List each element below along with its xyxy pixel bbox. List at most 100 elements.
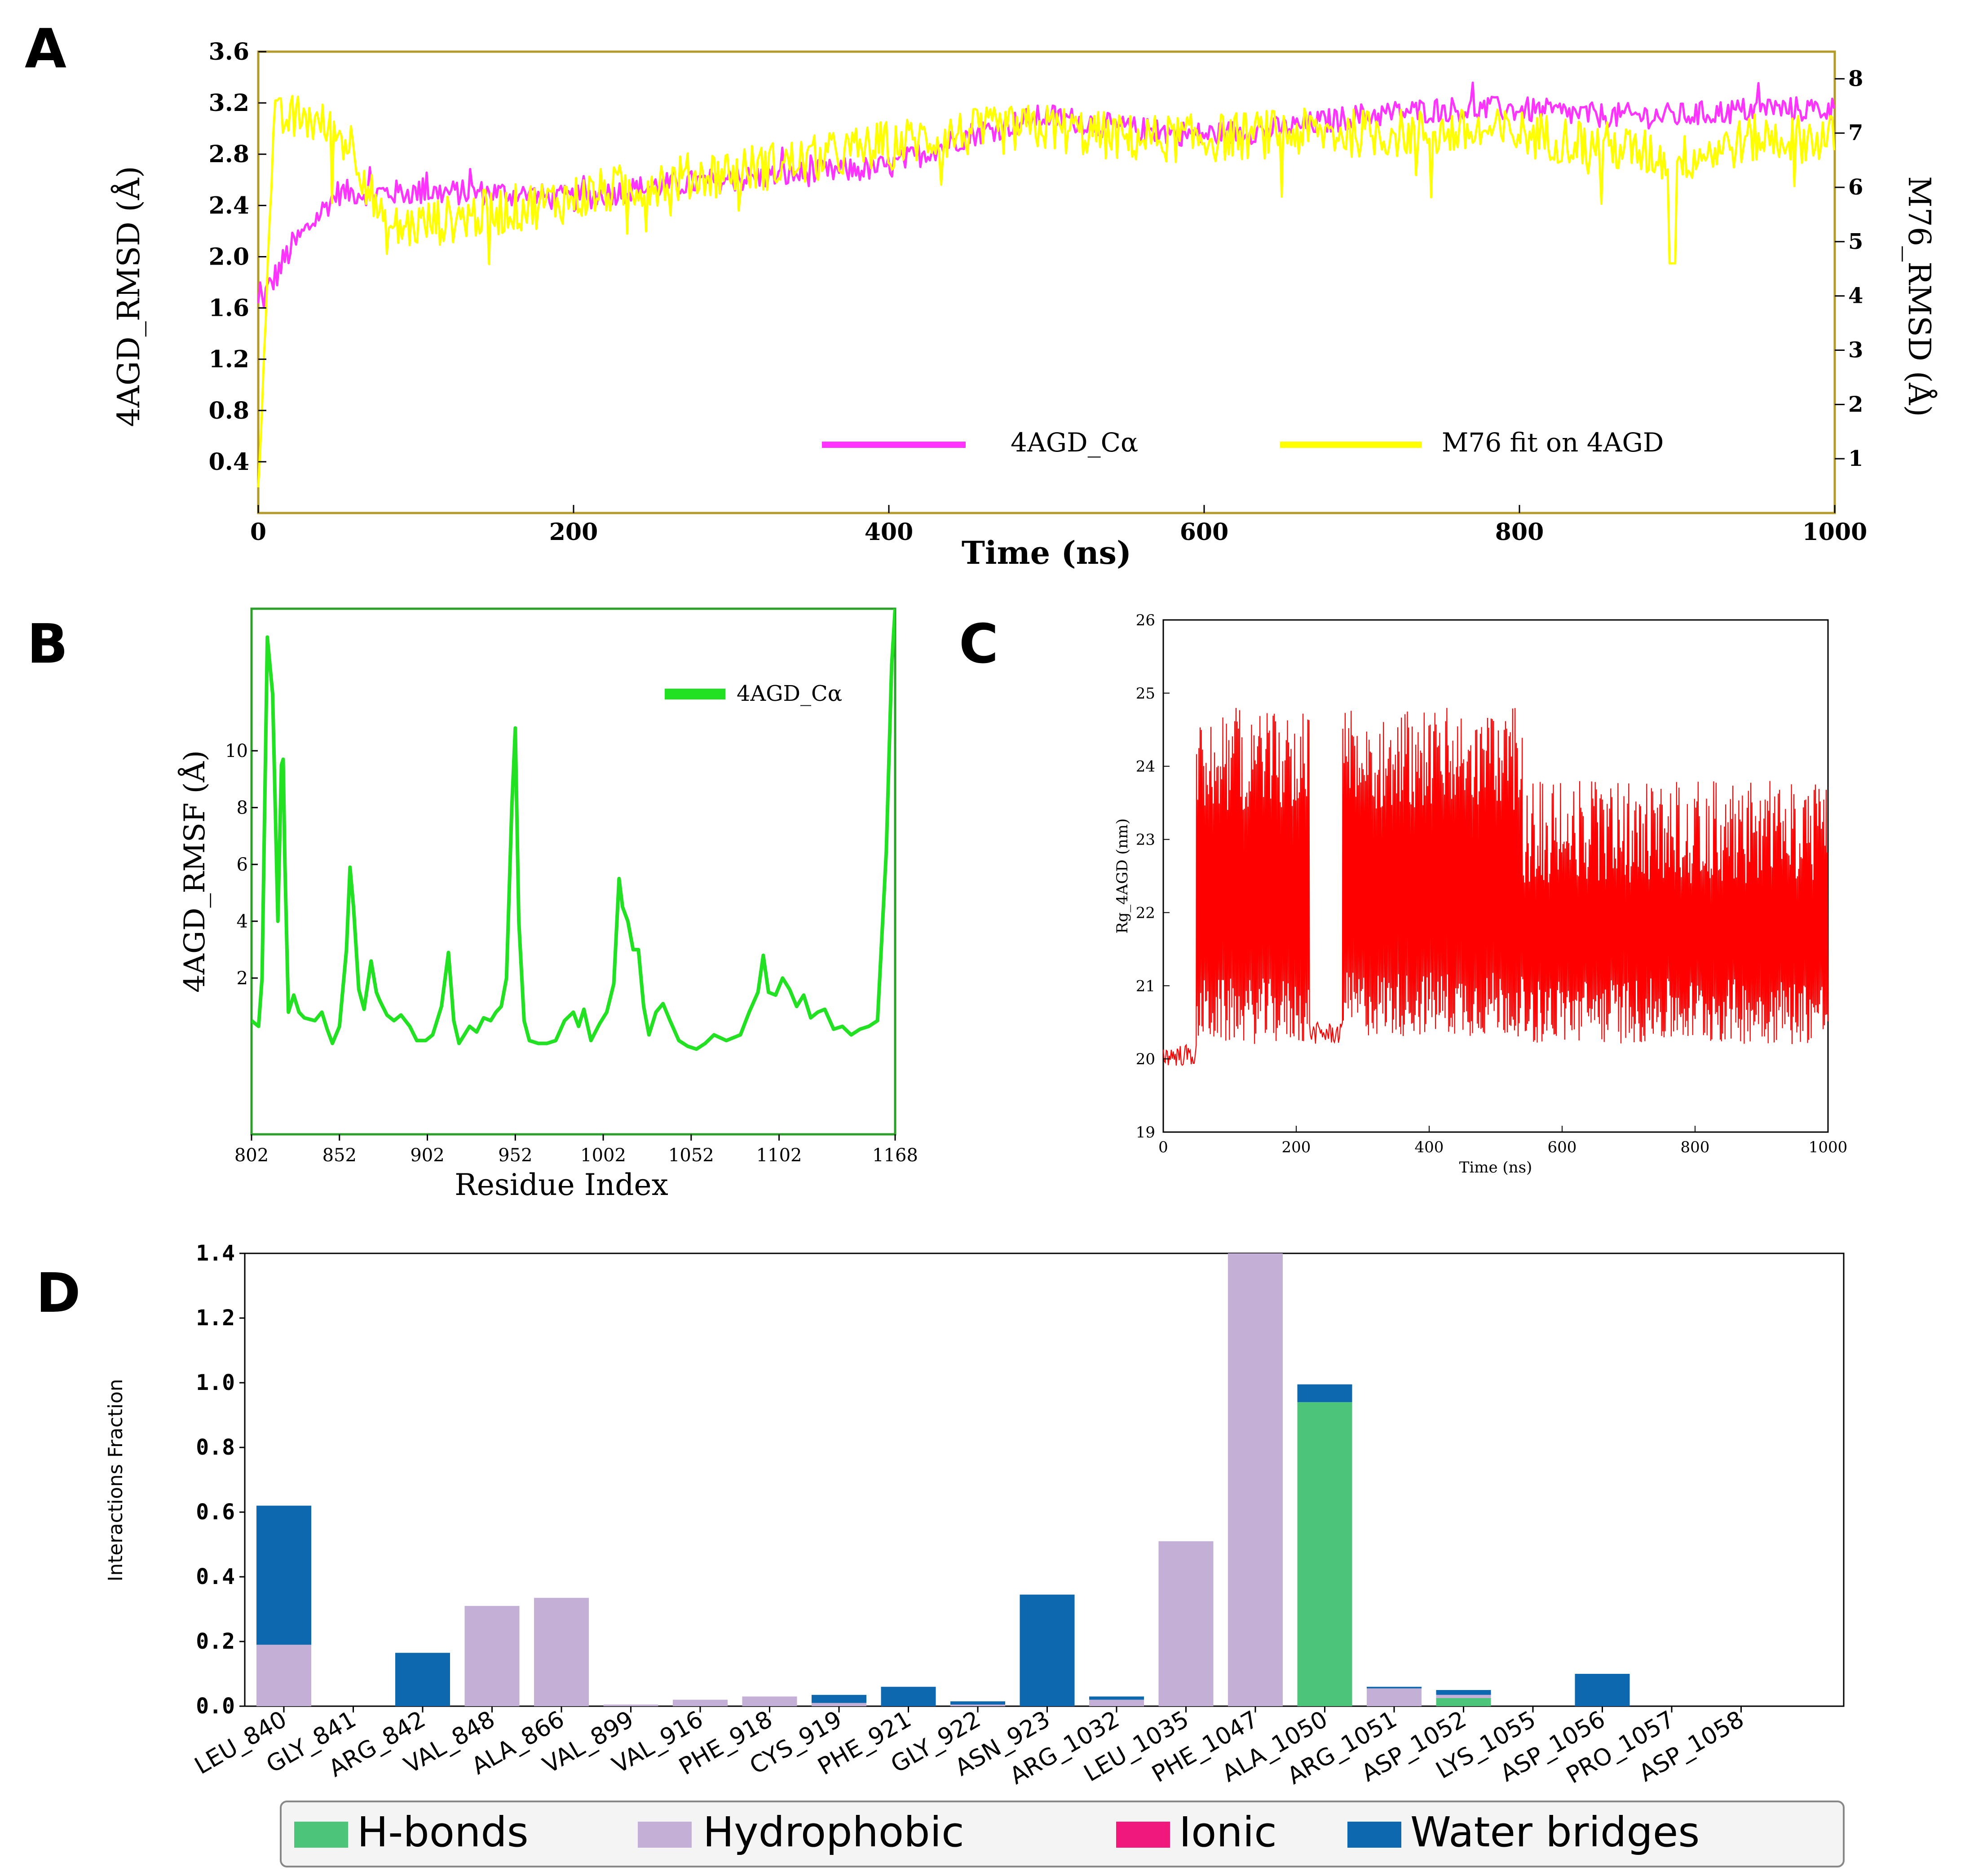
d-y-tick-label: 0.2 xyxy=(196,1629,235,1654)
series-line-m76 xyxy=(257,95,1836,488)
panel-a-y-axis-label-right: M76_RMSD (Å) xyxy=(1901,176,1937,417)
bar-ala-1050-water-bridges xyxy=(1297,1384,1352,1403)
series-line-rg xyxy=(1162,708,1828,1066)
legend-label-water-bridges: Water bridges xyxy=(1410,1808,1700,1856)
bar-asp-1052-h-bonds xyxy=(1436,1698,1491,1706)
panel-d-legend: H-bonds Hydrophobic Ionic Water bridges xyxy=(280,1801,1845,1867)
a-x-tick-label: 800 xyxy=(1495,518,1544,546)
panel-a-legend-label-cα: 4AGD_Cα xyxy=(1011,427,1138,458)
bar-arg-842-water-bridges xyxy=(395,1653,450,1706)
bar-val-916-hydrophobic xyxy=(673,1699,728,1706)
a-left-tick-label: 3.6 xyxy=(209,38,249,66)
a-right-tick-label: 7 xyxy=(1848,120,1863,146)
a-right-tick-label: 4 xyxy=(1848,283,1863,309)
b-y-tick-label: 6 xyxy=(237,854,248,875)
d-y-tick-label: 0.6 xyxy=(196,1500,235,1525)
panel-a-x-ticks: 0 200 400 600 800 1000 xyxy=(250,505,1867,546)
series-line-rmsf xyxy=(252,609,895,1051)
bar-phe-1047-hydrophobic xyxy=(1228,1253,1283,1706)
bar-val-899-hydrophobic xyxy=(603,1704,658,1706)
bar-cys-919-hydrophobic xyxy=(812,1703,866,1706)
a-x-tick-label: 0 xyxy=(250,518,266,546)
b-x-tick-label: 1102 xyxy=(756,1145,802,1166)
bar-cys-919-water-bridges xyxy=(812,1695,866,1703)
a-left-tick-label: 1.6 xyxy=(209,295,249,322)
c-x-tick-label: 400 xyxy=(1415,1138,1444,1156)
b-y-tick-label: 10 xyxy=(225,741,248,761)
d-y-tick-label: 0.8 xyxy=(196,1435,235,1460)
legend-swatch-hydrophobic xyxy=(638,1822,692,1848)
b-x-tick-label: 952 xyxy=(498,1145,532,1166)
b-x-tick-label: 852 xyxy=(322,1145,357,1166)
a-left-tick-label: 1.2 xyxy=(209,346,249,373)
panel-label-b: B xyxy=(27,613,68,676)
panel-c-y-axis-label: Rg_4AGD (nm) xyxy=(1113,819,1131,934)
panel-a-series xyxy=(257,81,1836,488)
a-left-tick-label: 2.0 xyxy=(209,243,249,270)
legend-label-ionic: Ionic xyxy=(1179,1808,1277,1856)
panel-a-y-axis-label-left: 4AGD_RMSD (Å) xyxy=(111,166,147,427)
c-x-tick-label: 0 xyxy=(1158,1138,1168,1156)
bar-leu-840-hydrophobic xyxy=(256,1645,311,1706)
panel-a-y-ticks-right: 1 2 3 4 5 6 7 8 xyxy=(1835,66,1863,471)
panel-label-d: D xyxy=(36,1262,81,1325)
panel-b-y-axis-label: 4AGD_RMSF (Å) xyxy=(178,750,212,993)
d-y-tick-label: 0.0 xyxy=(196,1694,235,1719)
a-left-tick-label: 2.4 xyxy=(209,192,249,219)
panel-b-series xyxy=(252,609,895,1051)
legend-swatch-water-bridges xyxy=(1347,1822,1401,1848)
bar-asn-923-water-bridges xyxy=(1020,1594,1075,1706)
panel-a-x-axis-label: Time (ns) xyxy=(962,534,1131,571)
b-x-tick-label: 802 xyxy=(234,1145,269,1166)
a-right-tick-label: 6 xyxy=(1848,175,1863,200)
c-x-tick-label: 1000 xyxy=(1809,1138,1848,1156)
panel-b: B 2 4 6 8 10 802 852 902 952 1002 1052 1102 1168 Re… xyxy=(27,607,918,1202)
bar-asp-1052-water-bridges xyxy=(1436,1690,1491,1695)
b-x-tick-label: 1002 xyxy=(580,1145,626,1166)
d-y-tick-label: 1.2 xyxy=(196,1305,235,1331)
panel-b-frame xyxy=(250,607,896,1136)
panel-c-series xyxy=(1162,708,1828,1066)
bar-phe-921-water-bridges xyxy=(881,1686,936,1706)
a-left-tick-label: 0.4 xyxy=(209,448,249,476)
d-y-tick-label: 0.4 xyxy=(196,1564,235,1589)
bar-arg-1051-hydrophobic xyxy=(1367,1688,1422,1706)
panel-c: C 19 20 21 22 23 24 25 26 0 200 400 600 800 1000 Tim… xyxy=(959,611,1847,1177)
panel-d-legend-box xyxy=(280,1801,1845,1867)
a-left-tick-label: 0.8 xyxy=(209,397,249,425)
panel-d-y-axis-label: Interactions Fraction xyxy=(104,1379,127,1581)
a-right-tick-label: 1 xyxy=(1848,446,1863,471)
c-y-tick-label: 25 xyxy=(1136,685,1155,703)
bar-val-848-hydrophobic xyxy=(464,1606,520,1706)
a-x-tick-label: 600 xyxy=(1180,518,1229,546)
d-y-tick-label: 1.0 xyxy=(196,1370,235,1395)
panel-d-bars xyxy=(256,1253,1630,1706)
bar-phe-918-hydrophobic xyxy=(742,1696,797,1706)
panel-b-x-axis-label: Residue Index xyxy=(455,1168,668,1202)
panel-b-x-ticks: 802 852 902 952 1002 1052 1102 1168 xyxy=(234,1134,918,1166)
panel-c-x-axis-label: Time (ns) xyxy=(1459,1159,1532,1177)
bar-arg-1051-water-bridges xyxy=(1367,1686,1422,1689)
legend-label-hydrophobic: Hydrophobic xyxy=(703,1808,964,1856)
bar-leu-840-water-bridges xyxy=(256,1505,311,1645)
a-right-tick-label: 8 xyxy=(1848,66,1863,91)
bar-arg-1032-hydrophobic xyxy=(1089,1699,1144,1706)
c-y-tick-label: 26 xyxy=(1136,611,1155,629)
bar-asp-1052-hydrophobic xyxy=(1436,1695,1491,1698)
a-x-tick-label: 200 xyxy=(549,518,598,546)
a-x-tick-label: 1000 xyxy=(1802,518,1868,546)
panel-label-c: C xyxy=(959,613,998,676)
a-left-tick-label: 2.8 xyxy=(209,141,249,168)
a-left-tick-label: 3.2 xyxy=(209,89,249,117)
panel-d-x-ticks: LEU_840GLY_841ARG_842VAL_848ALA_866VAL_8… xyxy=(190,1706,1749,1790)
bar-gly-922-hydrophobic xyxy=(950,1704,1005,1706)
c-y-tick-label: 24 xyxy=(1136,758,1155,776)
bar-gly-922-water-bridges xyxy=(950,1701,1005,1705)
b-x-tick-label: 902 xyxy=(410,1145,444,1166)
bar-asp-1056-water-bridges xyxy=(1575,1674,1630,1706)
c-y-tick-label: 19 xyxy=(1136,1124,1155,1142)
panel-a-y-ticks-left: 0.4 0.8 1.2 1.6 2.0 2.4 2.8 3.2 3.6 xyxy=(209,38,266,476)
panel-a-legend-label-m76: M76 fit on 4AGD xyxy=(1442,427,1664,458)
c-y-tick-label: 22 xyxy=(1136,904,1155,922)
